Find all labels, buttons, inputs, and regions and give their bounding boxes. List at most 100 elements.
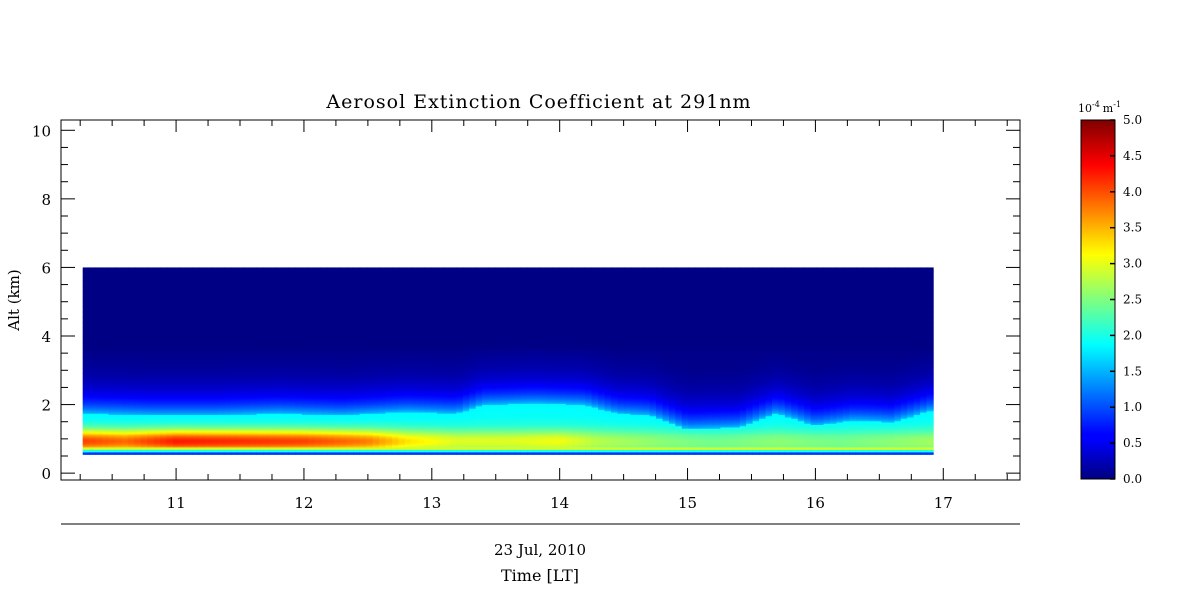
- heat-cell: [89, 343, 97, 346]
- heat-cell: [102, 339, 110, 342]
- heat-cell: [89, 319, 97, 322]
- heat-cell: [95, 421, 103, 424]
- heat-cell: [121, 373, 129, 376]
- heat-cell: [121, 318, 129, 321]
- heat-cell: [108, 403, 116, 406]
- heat-cell: [82, 441, 90, 444]
- heat-cell: [114, 435, 122, 438]
- heat-cell: [114, 394, 122, 397]
- heat-cell: [89, 401, 97, 404]
- heat-cell: [89, 383, 97, 386]
- heat-cell: [95, 268, 103, 271]
- heat-cell: [89, 414, 97, 417]
- heat-cell: [102, 440, 110, 443]
- heat-cell: [108, 392, 116, 394]
- heat-cell: [89, 347, 97, 349]
- heat-cell: [102, 365, 110, 368]
- heat-cell: [250, 267, 258, 270]
- heat-cell: [108, 383, 116, 386]
- heat-cell: [95, 431, 103, 434]
- heat-cell: [82, 396, 90, 399]
- heat-cell: [108, 313, 116, 316]
- heat-cell: [102, 372, 110, 374]
- heat-cell: [95, 436, 103, 439]
- heat-cell: [114, 374, 122, 377]
- heat-cell: [114, 276, 122, 278]
- heat-cell: [95, 392, 103, 394]
- heat-cell: [102, 355, 110, 358]
- heat-cell: [95, 348, 103, 351]
- heat-cell: [114, 339, 122, 342]
- heat-cell: [102, 345, 110, 348]
- heat-cell: [82, 382, 90, 384]
- heat-cell: [102, 439, 110, 442]
- heat-cell: [95, 451, 103, 454]
- heat-cell: [95, 435, 103, 438]
- heat-cell: [82, 429, 90, 432]
- heat-cell: [121, 440, 129, 443]
- heat-cell: [82, 365, 90, 368]
- heat-cell: [102, 327, 110, 330]
- heat-cell: [114, 319, 122, 322]
- heat-cell: [82, 446, 90, 449]
- heat-cell: [121, 335, 129, 338]
- heat-cell: [102, 387, 110, 389]
- heat-cell: [89, 309, 97, 312]
- heat-cell: [102, 281, 110, 283]
- heat-cell: [108, 269, 116, 272]
- heat-cell: [108, 424, 116, 427]
- heat-cell: [89, 349, 97, 352]
- heat-cell: [108, 324, 116, 327]
- heat-cell: [102, 296, 110, 298]
- heat-cell: [121, 438, 129, 440]
- heat-cell: [82, 297, 90, 300]
- heat-cell: [82, 277, 90, 280]
- heat-cell: [89, 406, 97, 409]
- heat-cell: [82, 312, 90, 315]
- heat-cell: [89, 405, 97, 408]
- heat-cell: [121, 398, 129, 401]
- heat-cell: [102, 277, 110, 280]
- heat-cell: [82, 298, 90, 301]
- heat-cell: [108, 287, 116, 290]
- heat-cell: [121, 316, 129, 318]
- heat-cell: [102, 449, 110, 452]
- heat-cell: [121, 355, 129, 358]
- heat-cell: [82, 439, 90, 442]
- heat-cell: [108, 340, 116, 343]
- heat-cell: [102, 269, 110, 272]
- heat-cell: [95, 395, 103, 398]
- heat-cell: [82, 279, 90, 282]
- heat-cell: [114, 340, 122, 343]
- heat-cell: [263, 267, 271, 270]
- heat-cell: [114, 433, 122, 435]
- heat-cell: [95, 308, 103, 311]
- heat-cell: [256, 267, 264, 270]
- heat-cell: [108, 420, 116, 423]
- chart-title: Aerosol Extinction Coefficient at 291nm: [325, 91, 751, 113]
- heat-cell: [102, 425, 110, 428]
- heat-cell: [108, 448, 116, 450]
- heat-cell: [89, 348, 97, 351]
- heat-cell: [102, 279, 110, 282]
- heat-cell: [89, 297, 97, 300]
- heat-cell: [89, 364, 97, 367]
- heat-cell: [114, 443, 122, 445]
- heat-cell: [95, 377, 103, 379]
- heat-cell: [95, 383, 103, 386]
- heat-cell: [102, 364, 110, 367]
- heat-cell: [89, 287, 97, 290]
- heat-cell: [108, 348, 116, 351]
- heat-cell: [95, 409, 103, 412]
- heat-cell: [102, 431, 110, 434]
- heat-cell: [95, 424, 103, 427]
- heat-cell: [121, 443, 129, 445]
- heat-cell: [95, 365, 103, 368]
- heat-cell: [95, 389, 103, 392]
- heat-cell: [114, 330, 122, 333]
- heat-cell: [82, 367, 90, 369]
- heat-cell: [82, 450, 90, 453]
- heat-cell: [82, 271, 90, 274]
- heat-cell: [82, 424, 90, 427]
- heat-cell: [95, 329, 103, 332]
